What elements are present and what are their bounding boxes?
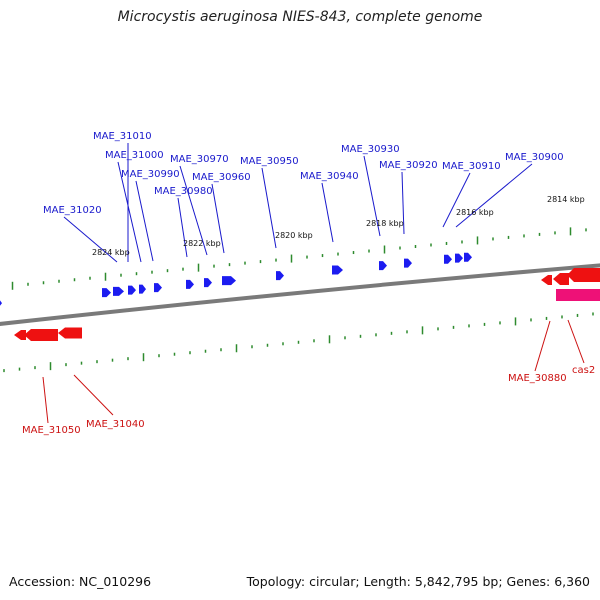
forward-gene-arrow xyxy=(128,285,136,295)
forward-gene-arrow xyxy=(204,278,212,288)
forward-gene-arrow xyxy=(222,276,236,286)
forward-gene-arrow xyxy=(154,283,162,293)
leader-line xyxy=(135,180,154,262)
leader-line xyxy=(401,171,405,235)
reverse-gene-arrow xyxy=(541,275,552,285)
forward-gene-arrow xyxy=(444,254,452,264)
reverse-gene-arrow xyxy=(567,268,600,282)
gene-label: MAE_30960 xyxy=(192,172,251,183)
genome-stats-text: Topology: circular; Length: 5,842,795 bp… xyxy=(246,574,590,589)
forward-gene-arrow xyxy=(404,258,412,268)
accession-text: Accession: NC_010296 xyxy=(9,574,152,589)
position-label: 2814 kbp xyxy=(547,195,585,204)
gene-label: MAE_30900 xyxy=(505,152,564,163)
gene-label: MAE_30990 xyxy=(121,169,180,180)
position-label: 2816 kbp xyxy=(456,208,494,217)
leader-line xyxy=(73,374,114,416)
reverse-gene-arrow xyxy=(58,327,82,339)
forward-gene-arrow xyxy=(186,279,194,289)
leader-line xyxy=(117,161,142,263)
leader-line xyxy=(211,183,225,254)
gene-label: MAE_31040 xyxy=(86,419,145,430)
map-title: Microcystis aeruginosa NIES-843, complet… xyxy=(117,9,483,25)
position-label: 2822 kbp xyxy=(183,239,221,248)
gene-label: MAE_30940 xyxy=(300,171,359,182)
outer-tick-ring xyxy=(11,227,587,290)
leader-line xyxy=(179,165,208,256)
forward-gene-arrow xyxy=(0,300,2,306)
position-label: 2824 kbp xyxy=(92,248,130,257)
leader-line xyxy=(261,167,277,249)
gene-label: MAE_30910 xyxy=(442,161,501,172)
gene-label: MAE_31010 xyxy=(93,131,152,142)
genome-backbone xyxy=(0,263,600,326)
leader-line xyxy=(567,319,585,364)
position-labels: 2824 kbp 2822 kbp 2820 kbp 2818 kbp 2816 kbp… xyxy=(92,195,585,257)
label-leaders xyxy=(42,143,585,424)
gene-label: MAE_30930 xyxy=(341,144,400,155)
forward-gene-arrow xyxy=(332,265,343,275)
gene-label: MAE_30950 xyxy=(240,156,299,167)
leader-line xyxy=(63,216,118,263)
gene-label: cas2 xyxy=(572,365,595,376)
forward-gene-arrow xyxy=(113,286,124,296)
inner-tick-ring xyxy=(3,312,594,373)
gene-label: MAE_31020 xyxy=(43,205,102,216)
leader-line xyxy=(534,320,551,372)
gene-blocks xyxy=(0,252,600,341)
reverse-gene-arrow xyxy=(14,330,26,340)
gene-label: MAE_31050 xyxy=(22,425,81,436)
gene-labels: MAE_31010 MAE_31000 MAE_30990 MAE_30970 MAE_… xyxy=(22,131,595,436)
forward-gene-arrow xyxy=(455,253,463,263)
gene-label: MAE_30880 xyxy=(508,373,567,384)
position-label: 2820 kbp xyxy=(275,231,313,240)
gene-label: MAE_30920 xyxy=(379,160,438,171)
leader-line xyxy=(177,197,188,258)
leader-line xyxy=(42,376,49,424)
reverse-gene-arrow xyxy=(553,273,569,285)
position-label: 2818 kbp xyxy=(366,219,404,228)
leader-line xyxy=(321,182,334,243)
forward-gene-arrow xyxy=(102,288,111,298)
leader-line xyxy=(455,163,533,228)
cas-gene-block xyxy=(556,289,600,301)
leader-line xyxy=(442,172,471,228)
forward-gene-arrow xyxy=(464,252,472,262)
leader-line xyxy=(363,155,381,237)
reverse-gene-arrow xyxy=(24,329,58,341)
forward-gene-arrow xyxy=(139,284,146,294)
gene-label: MAE_30970 xyxy=(170,154,229,165)
gene-label: MAE_30980 xyxy=(154,186,213,197)
gene-label: MAE_31000 xyxy=(105,150,164,161)
forward-gene-arrow xyxy=(276,271,284,281)
forward-gene-arrow xyxy=(379,261,387,271)
